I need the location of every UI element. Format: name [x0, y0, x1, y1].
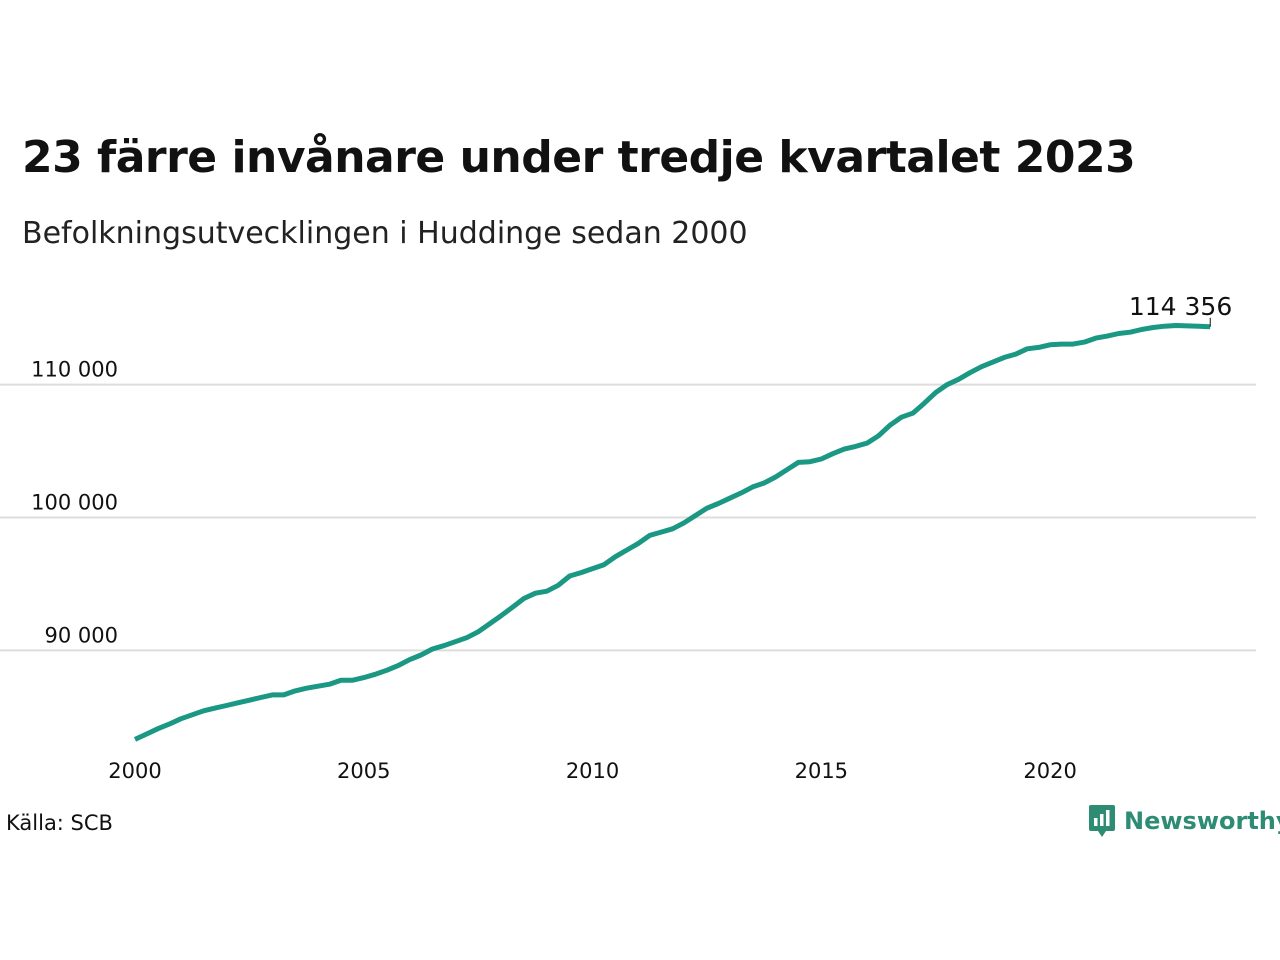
brand-name: Newsworthy	[1124, 807, 1280, 835]
x-tick-label: 2005	[337, 759, 390, 783]
y-tick-label: 110 000	[31, 358, 118, 382]
x-tick-label: 2020	[1023, 759, 1076, 783]
x-tick-label: 2010	[566, 759, 619, 783]
chart-subtitle: Befolkningsutvecklingen i Huddinge sedan…	[22, 216, 748, 251]
x-axis-tick-labels: 2000 2005 2010 2015 2020	[108, 759, 1077, 783]
y-tick-label: 100 000	[31, 491, 118, 515]
x-tick-label: 2000	[108, 759, 161, 783]
y-tick-label: 90 000	[45, 623, 118, 647]
series-layer	[133, 323, 1211, 742]
annotation-layer: 114 356	[1129, 292, 1232, 327]
brand-logo: Newsworthy	[1088, 804, 1280, 838]
source-note: Källa: SCB	[6, 811, 113, 835]
x-tick-label: 2015	[795, 759, 848, 783]
end-value-label: 114 356	[1129, 292, 1232, 321]
grid-lines	[0, 383, 1256, 652]
y-axis-tick-labels: 90 000 100 000 110 000	[31, 358, 118, 648]
chart-title: 23 färre invånare under tredje kvartalet…	[22, 132, 1136, 183]
series-line	[133, 323, 1211, 742]
newsworthy-logo-icon	[1089, 805, 1115, 837]
